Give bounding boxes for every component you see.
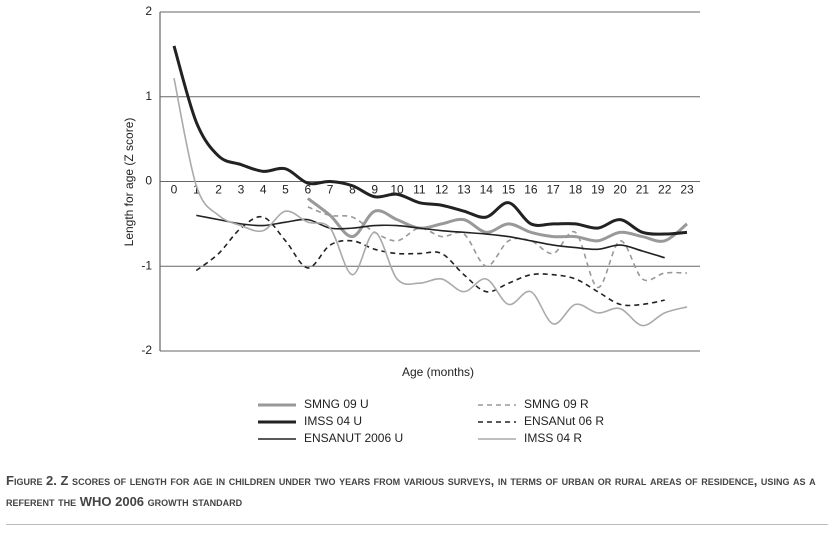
x-tick-label: 18 (569, 183, 583, 197)
x-tick-label: 22 (658, 183, 672, 197)
x-tick-label: 11 (413, 183, 426, 197)
legend-label: IMSS 04 R (524, 431, 582, 445)
series-line (307, 206, 688, 289)
series-line (306, 197, 688, 243)
y-tick-label: 2 (145, 4, 152, 18)
caption: Figure 2. Z scores of length for age in … (6, 473, 816, 509)
y-tick-label: -1 (141, 258, 152, 272)
y-axis-label: Length for age (Z score) (122, 118, 136, 247)
x-tick-label: 13 (457, 183, 471, 197)
legend-label: SMNG 09 U (304, 397, 369, 411)
x-tick-label: 0 (171, 183, 178, 197)
y-tick-label: 1 (145, 89, 152, 103)
x-tick-label: 16 (524, 183, 538, 197)
y-tick-label: -2 (141, 343, 152, 357)
legend-label: SMNG 09 R (524, 397, 589, 411)
series-line (172, 45, 688, 236)
x-tick-label: 19 (591, 183, 605, 197)
series-line (173, 77, 688, 327)
x-tick-label: 8 (349, 183, 356, 197)
y-tick-label: 0 (145, 174, 152, 188)
x-tick-label: 1 (193, 183, 200, 197)
x-tick-label: 21 (636, 183, 650, 197)
x-tick-label: 6 (304, 183, 311, 197)
x-tick-label: 3 (238, 183, 245, 197)
x-tick-label: 17 (546, 183, 560, 197)
series-line (195, 215, 665, 307)
x-tick-label: 5 (282, 183, 289, 197)
series-line (196, 214, 665, 259)
x-tick-label: 15 (502, 183, 516, 197)
x-tick-label: 20 (613, 183, 627, 197)
separator (6, 524, 828, 525)
legend-label: IMSS 04 U (304, 414, 362, 428)
x-tick-label: 12 (435, 183, 449, 197)
legend-label: ENSANut 06 R (524, 414, 604, 428)
legend-label: ENSANUT 2006 U (304, 431, 403, 445)
x-tick-label: 14 (480, 183, 494, 197)
x-tick-label: 4 (260, 183, 267, 197)
x-tick-label: 23 (680, 183, 694, 197)
x-tick-label: 7 (327, 183, 334, 197)
x-tick-label: 9 (371, 183, 378, 197)
chart: Length for age (Z score) Age (months) 21… (122, 4, 700, 445)
x-tick-label: 2 (215, 183, 222, 197)
x-axis-label: Age (months) (402, 365, 474, 379)
